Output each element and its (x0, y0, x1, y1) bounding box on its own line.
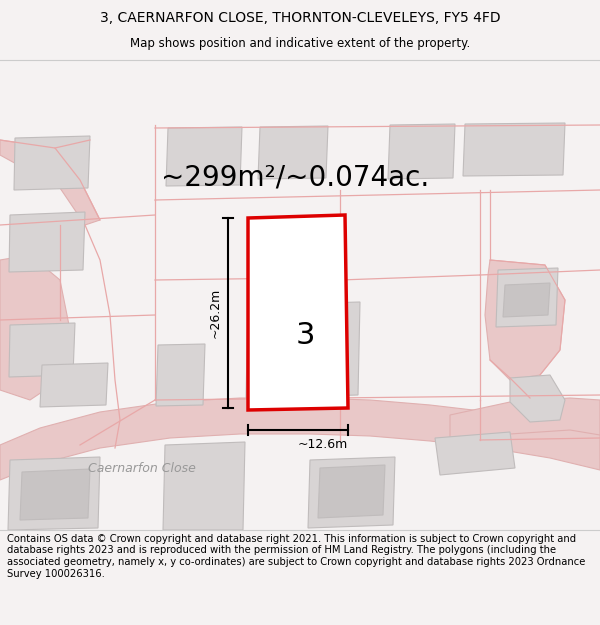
Polygon shape (156, 344, 205, 406)
Polygon shape (40, 363, 108, 407)
Polygon shape (318, 465, 385, 518)
Polygon shape (496, 268, 558, 327)
Polygon shape (166, 127, 242, 186)
Polygon shape (246, 302, 360, 398)
Polygon shape (9, 212, 85, 272)
Polygon shape (163, 442, 245, 530)
Text: 3, CAERNARFON CLOSE, THORNTON-CLEVELEYS, FY5 4FD: 3, CAERNARFON CLOSE, THORNTON-CLEVELEYS,… (100, 11, 500, 25)
Polygon shape (20, 469, 90, 520)
Polygon shape (308, 457, 395, 528)
Polygon shape (258, 126, 328, 179)
Text: Caernarfon Close: Caernarfon Close (88, 461, 196, 474)
Text: 3: 3 (295, 321, 315, 349)
Polygon shape (463, 123, 565, 176)
Polygon shape (9, 323, 75, 377)
Text: Map shows position and indicative extent of the property.: Map shows position and indicative extent… (130, 37, 470, 50)
Polygon shape (248, 215, 348, 410)
Polygon shape (8, 457, 100, 530)
Polygon shape (450, 398, 600, 444)
Polygon shape (0, 255, 70, 400)
Polygon shape (14, 136, 90, 190)
Text: ~12.6m: ~12.6m (298, 439, 348, 451)
Text: ~26.2m: ~26.2m (209, 288, 221, 338)
Polygon shape (485, 260, 565, 380)
Text: ~299m²/~0.074ac.: ~299m²/~0.074ac. (161, 164, 429, 192)
Polygon shape (388, 124, 455, 179)
Polygon shape (0, 140, 100, 225)
Polygon shape (503, 283, 550, 317)
Text: Contains OS data © Crown copyright and database right 2021. This information is : Contains OS data © Crown copyright and d… (7, 534, 586, 579)
Polygon shape (0, 398, 600, 480)
Polygon shape (510, 375, 565, 422)
Polygon shape (435, 432, 515, 475)
